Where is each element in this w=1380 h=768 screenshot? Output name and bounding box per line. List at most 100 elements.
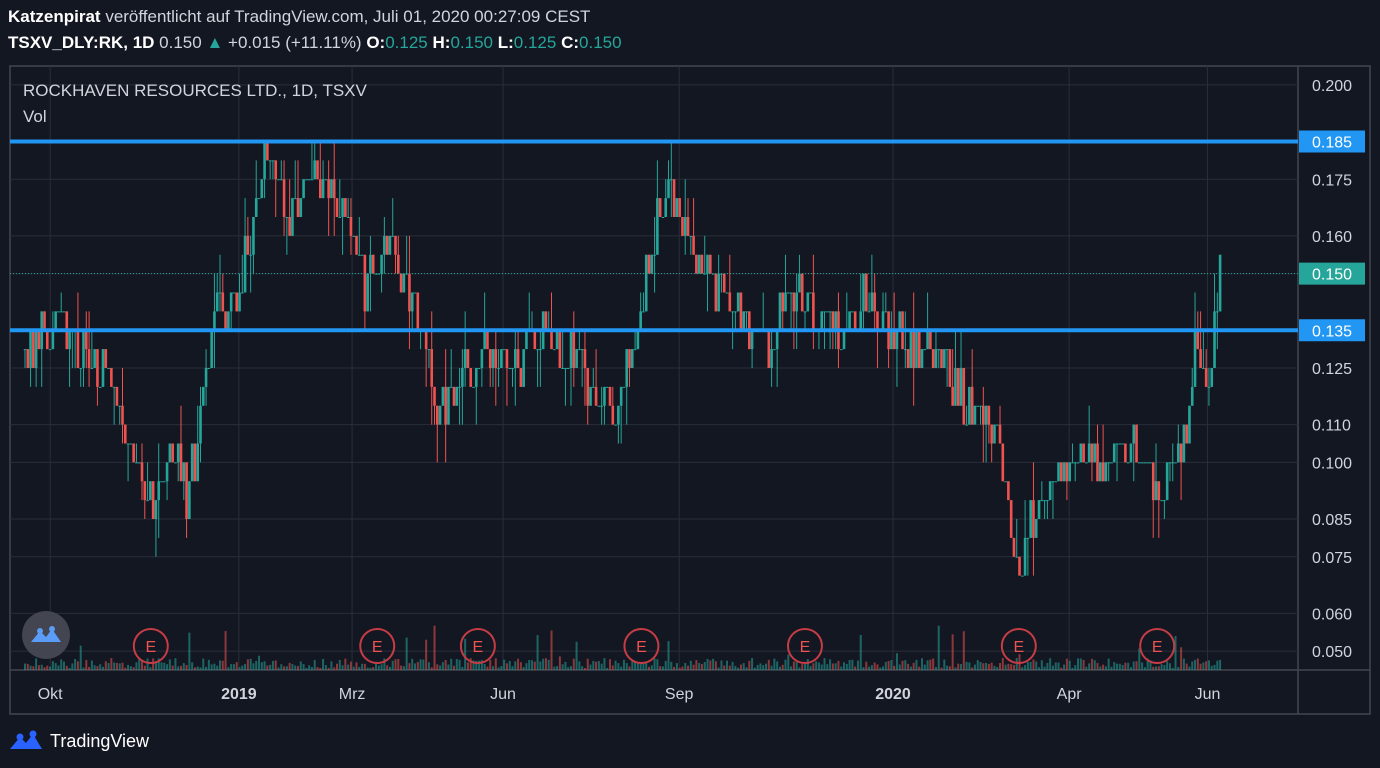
candle-body [229, 292, 233, 312]
volume-bar [1110, 666, 1113, 670]
candle-body [728, 292, 732, 312]
volume-bar [575, 641, 578, 670]
horizontal-lines[interactable]: 0.150 0.185 0.135 [10, 130, 1365, 342]
volume-bar [127, 664, 130, 670]
time-tick-label: Jun [1195, 686, 1221, 703]
last-price-badge[interactable] [1299, 262, 1365, 285]
volume-bar [419, 659, 422, 670]
candle-body [792, 292, 796, 312]
volume-bar [550, 630, 553, 670]
time-tick-label: 2020 [875, 686, 911, 703]
candle-body [188, 481, 191, 519]
volume-bar [375, 663, 378, 670]
candle-body [555, 330, 559, 350]
volume-bar [848, 660, 851, 670]
candle-body [550, 330, 553, 350]
volume-bar [182, 663, 185, 670]
volume-bar [1068, 660, 1071, 670]
volume-bar [692, 664, 695, 670]
candle-body [583, 349, 587, 368]
candle-body [37, 330, 41, 350]
volume-bar [49, 666, 52, 670]
candle-body [1165, 462, 1169, 501]
volume-bar [377, 665, 380, 670]
volume-bar [1166, 661, 1169, 670]
time-axis[interactable]: Okt 2019 Mrz Jun Sep 2020 Apr Jun [38, 686, 1221, 703]
volume-bar [1191, 661, 1194, 670]
candle-body [862, 273, 865, 312]
candle-body [90, 368, 94, 369]
earnings-marker[interactable] [1000, 628, 1037, 664]
volume-bar [639, 662, 642, 670]
candle-body [332, 179, 336, 199]
candle-body [605, 386, 609, 388]
candle-body [683, 217, 687, 236]
volume-bar [1155, 666, 1158, 670]
price-tick-label: 0.160 [1312, 229, 1352, 246]
volume-bar [146, 658, 149, 670]
candle-body [1188, 405, 1191, 444]
level-badge[interactable] [1299, 130, 1365, 153]
level-badge[interactable] [1299, 319, 1365, 342]
close-label: C: [561, 33, 580, 52]
volume-bar [801, 664, 804, 670]
earnings-marker[interactable] [132, 628, 169, 664]
volume-bar [661, 666, 664, 670]
volume-bar [756, 664, 759, 670]
publish-info: Katzenpirat veröffentlicht auf TradingVi… [8, 7, 590, 27]
author-name: Katzenpirat [8, 7, 101, 26]
candle-body [1168, 462, 1172, 464]
volume-bar [299, 661, 302, 670]
level-badge-label: 0.185 [1312, 135, 1352, 152]
candle-body [591, 386, 595, 388]
volume-bar [522, 666, 525, 670]
candle-body [1171, 462, 1175, 464]
volume-bar [408, 663, 411, 670]
candle-body [1057, 462, 1060, 482]
earnings-marker[interactable] [623, 628, 660, 664]
candle-body [371, 254, 375, 274]
candle-body [973, 405, 977, 425]
candle-body [931, 349, 935, 368]
volume-bar [422, 659, 425, 670]
volume-bar [32, 666, 35, 670]
candle-body [444, 386, 447, 425]
candle-body [603, 386, 606, 406]
candle-body [519, 368, 523, 387]
volume-bar [349, 661, 352, 670]
volume-bar [85, 660, 88, 670]
earnings-marker[interactable] [1139, 628, 1176, 664]
earnings-marker[interactable] [786, 628, 823, 664]
candle-body [965, 424, 968, 426]
candle-body [697, 254, 701, 274]
candle-body [851, 311, 854, 313]
price-axis[interactable]: 0.200 0.175 0.160 0.125 0.110 0.100 0.085 0.075… [1312, 78, 1352, 661]
earnings-marker[interactable] [459, 628, 496, 664]
candle-body [149, 481, 152, 501]
earnings-marker[interactable] [359, 628, 396, 664]
candle-body [736, 292, 740, 312]
open-label: O: [366, 33, 386, 52]
volume-bar [700, 664, 703, 670]
volume-bar [246, 659, 249, 670]
volume-bar [1079, 658, 1082, 670]
tradingview-logo-button[interactable] [22, 611, 70, 659]
candle-body [516, 349, 520, 368]
candle-body [318, 179, 322, 199]
symbol-label: TSXV_DLY:RK, 1D [8, 33, 155, 52]
candle-body [865, 273, 868, 312]
volume-bar [703, 661, 706, 670]
volume-bar [901, 660, 904, 670]
volume-bar [1163, 665, 1166, 670]
volume-bar [653, 658, 656, 670]
volume-bar [567, 667, 570, 670]
footer-brand[interactable]: TradingView [8, 728, 149, 754]
candle-body [642, 311, 645, 313]
volume-bar [795, 661, 798, 670]
volume-bar [1015, 658, 1018, 670]
candle-body [215, 292, 219, 312]
volume-bar [731, 661, 734, 670]
candle-body [1135, 424, 1138, 463]
